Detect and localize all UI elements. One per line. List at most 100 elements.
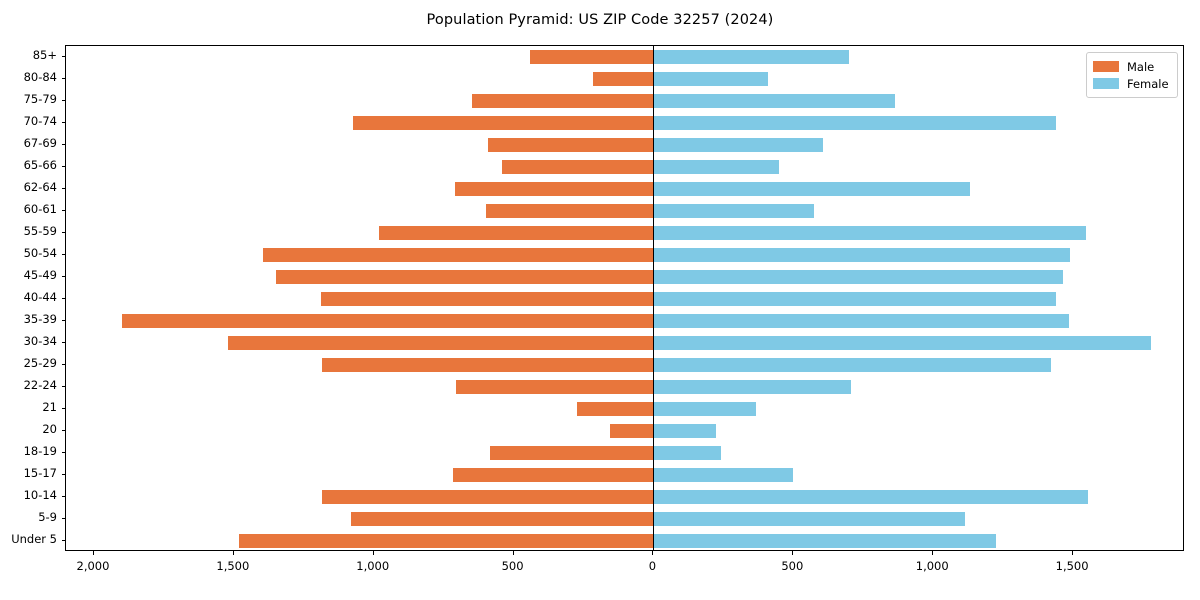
plot-area bbox=[65, 45, 1184, 551]
bar-row bbox=[66, 468, 1183, 482]
y-axis-tick-mark bbox=[61, 342, 65, 343]
bar-male-30-34[interactable] bbox=[228, 336, 654, 350]
bar-row bbox=[66, 380, 1183, 394]
x-axis-tick-mark bbox=[932, 551, 934, 555]
bar-male-under-5[interactable] bbox=[239, 534, 654, 548]
y-axis-tick-mark bbox=[61, 188, 65, 189]
x-axis-tick-mark bbox=[512, 551, 514, 555]
x-axis-tick-mark bbox=[652, 551, 654, 555]
y-axis-tick-mark bbox=[61, 386, 65, 387]
y-axis-tick-mark bbox=[61, 100, 65, 101]
y-axis-tick-label: 22-24 bbox=[23, 378, 57, 392]
legend-entry-male[interactable]: Male bbox=[1093, 58, 1171, 75]
y-axis-tick-mark bbox=[61, 276, 65, 277]
bar-male-62-64[interactable] bbox=[454, 182, 654, 196]
chart-legend: Male Female bbox=[1086, 52, 1178, 98]
bar-female-30-34[interactable] bbox=[653, 336, 1152, 350]
y-axis-tick-label: 25-29 bbox=[23, 356, 57, 370]
x-axis-tick-label: 0 bbox=[648, 559, 657, 573]
bar-male-70-74[interactable] bbox=[352, 116, 654, 130]
bar-row bbox=[66, 138, 1183, 152]
bar-female-85-[interactable] bbox=[653, 50, 850, 64]
x-axis-tick-label: 500 bbox=[781, 559, 804, 573]
bars-layer bbox=[66, 46, 1183, 550]
bar-female-under-5[interactable] bbox=[653, 534, 997, 548]
bar-row bbox=[66, 160, 1183, 174]
bar-male-21[interactable] bbox=[576, 402, 654, 416]
bar-female-62-64[interactable] bbox=[653, 182, 970, 196]
bar-female-67-69[interactable] bbox=[653, 138, 823, 152]
y-axis-tick-label: 80-84 bbox=[23, 70, 57, 84]
bar-female-21[interactable] bbox=[653, 402, 756, 416]
bar-row bbox=[66, 490, 1183, 504]
bar-female-25-29[interactable] bbox=[653, 358, 1051, 372]
bar-female-20[interactable] bbox=[653, 424, 717, 438]
bar-male-18-19[interactable] bbox=[489, 446, 654, 460]
bar-female-10-14[interactable] bbox=[653, 490, 1089, 504]
bar-row bbox=[66, 446, 1183, 460]
y-axis-tick-mark bbox=[61, 452, 65, 453]
bar-female-15-17[interactable] bbox=[653, 468, 794, 482]
bar-male-25-29[interactable] bbox=[321, 358, 654, 372]
bar-row bbox=[66, 270, 1183, 284]
bar-female-80-84[interactable] bbox=[653, 72, 769, 86]
bar-male-55-59[interactable] bbox=[379, 226, 654, 240]
bar-female-60-61[interactable] bbox=[653, 204, 815, 218]
y-axis-tick-mark bbox=[61, 56, 65, 57]
bar-male-5-9[interactable] bbox=[351, 512, 654, 526]
legend-label-female: Female bbox=[1127, 76, 1169, 91]
legend-label-male: Male bbox=[1127, 59, 1155, 74]
bar-male-80-84[interactable] bbox=[593, 72, 654, 86]
bar-male-45-49[interactable] bbox=[275, 270, 654, 284]
bar-female-45-49[interactable] bbox=[653, 270, 1064, 284]
bar-female-35-39[interactable] bbox=[653, 314, 1069, 328]
y-axis-tick-label: 50-54 bbox=[23, 246, 57, 260]
x-axis-tick-label: 1,000 bbox=[356, 559, 390, 573]
bar-male-40-44[interactable] bbox=[320, 292, 654, 306]
x-axis-tick-mark bbox=[1072, 551, 1074, 555]
bar-male-85-[interactable] bbox=[530, 50, 654, 64]
bar-row bbox=[66, 248, 1183, 262]
y-axis-tick-label: 65-66 bbox=[23, 158, 57, 172]
bar-female-65-66[interactable] bbox=[653, 160, 780, 174]
bar-male-15-17[interactable] bbox=[453, 468, 654, 482]
y-axis-tick-label: 30-34 bbox=[23, 334, 57, 348]
bar-female-40-44[interactable] bbox=[653, 292, 1057, 306]
bar-row bbox=[66, 226, 1183, 240]
y-axis-tick-mark bbox=[61, 144, 65, 145]
x-axis-tick-label: 1,500 bbox=[216, 559, 250, 573]
bar-male-50-54[interactable] bbox=[263, 248, 654, 262]
x-axis-tick-mark bbox=[372, 551, 374, 555]
bar-row bbox=[66, 424, 1183, 438]
bar-row bbox=[66, 182, 1183, 196]
bar-female-5-9[interactable] bbox=[653, 512, 966, 526]
bar-female-50-54[interactable] bbox=[653, 248, 1071, 262]
bar-male-20[interactable] bbox=[610, 424, 654, 438]
bar-male-22-24[interactable] bbox=[456, 380, 654, 394]
y-axis-tick-mark bbox=[61, 408, 65, 409]
y-axis-tick-mark bbox=[61, 474, 65, 475]
y-axis-tick-label: 15-17 bbox=[23, 466, 57, 480]
legend-entry-female[interactable]: Female bbox=[1093, 75, 1171, 92]
y-axis-tick-mark bbox=[61, 320, 65, 321]
bar-female-22-24[interactable] bbox=[653, 380, 851, 394]
bar-female-55-59[interactable] bbox=[653, 226, 1086, 240]
y-axis-tick-label: 85+ bbox=[32, 48, 57, 62]
y-axis-tick-mark bbox=[61, 298, 65, 299]
bar-male-75-79[interactable] bbox=[471, 94, 654, 108]
x-axis-tick-label: 500 bbox=[501, 559, 524, 573]
y-axis-tick-label: 55-59 bbox=[23, 224, 57, 238]
y-axis-tick-mark bbox=[61, 254, 65, 255]
bar-male-10-14[interactable] bbox=[321, 490, 654, 504]
bar-row bbox=[66, 50, 1183, 64]
bar-male-67-69[interactable] bbox=[488, 138, 654, 152]
bar-row bbox=[66, 116, 1183, 130]
bar-male-65-66[interactable] bbox=[502, 160, 654, 174]
bar-male-35-39[interactable] bbox=[121, 314, 654, 328]
bar-female-18-19[interactable] bbox=[653, 446, 721, 460]
bar-female-70-74[interactable] bbox=[653, 116, 1057, 130]
y-axis-tick-mark bbox=[61, 430, 65, 431]
bar-male-60-61[interactable] bbox=[485, 204, 654, 218]
bar-female-75-79[interactable] bbox=[653, 94, 896, 108]
y-axis-tick-mark bbox=[61, 540, 65, 541]
